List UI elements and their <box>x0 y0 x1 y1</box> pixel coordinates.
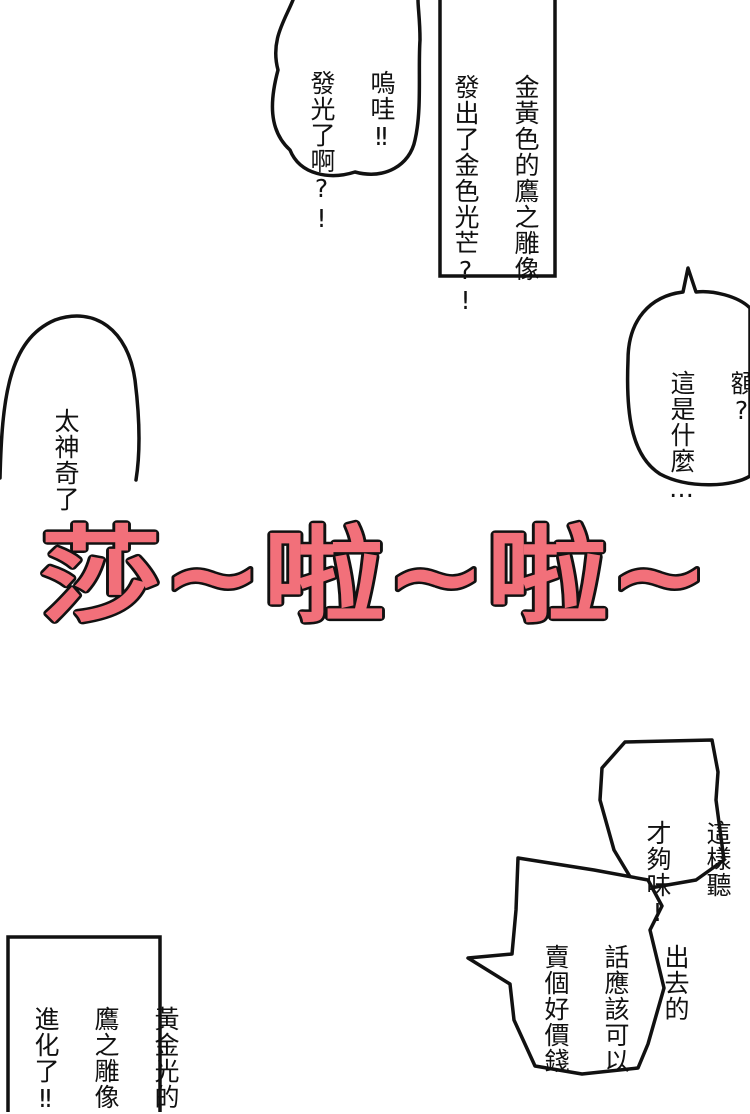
bubble-top-left-text: 嗚哇‼ 發光了啊?! <box>306 10 426 234</box>
caption-bottom-left-line-2: 鷹之雕像 <box>91 1006 120 1110</box>
bubble-bottom-right-b-line-3: 賣個好價錢 <box>541 944 570 1074</box>
bubble-bottom-right-b-text: 出去的 話應該可以 賣個好價錢 <box>540 884 720 1074</box>
caption-top-center-line-2: 發出了金色光芒?! <box>451 74 480 316</box>
bubble-top-left-line-2: 發光了啊?! <box>307 70 336 234</box>
bubble-bottom-right-b-line-1: 出去的 <box>661 944 690 1022</box>
caption-bottom-left-text: 黃金光的 鷹之雕像 進化了‼ <box>30 946 210 1114</box>
bubble-right-line-2: 這是什麼… <box>667 370 696 504</box>
caption-box-top-center <box>438 0 557 278</box>
bubble-bottom-right-a-line-1: 這樣聽 <box>703 820 732 898</box>
caption-box-bottom-left <box>6 935 162 1112</box>
caption-top-center-text: 金黃色的鷹之雕像 發出了金色光芒?! <box>450 14 570 316</box>
speech-bubble-left <box>0 314 141 482</box>
sound-effect-text: 莎~啦~啦~ <box>40 515 710 637</box>
bubble-left-text: 太神奇了 <box>50 348 110 512</box>
bubble-bottom-right-a-text: 這樣聽 才夠味! <box>642 760 750 928</box>
bubble-top-left-line-1: 嗚哇‼ <box>367 70 396 152</box>
bubble-right-text: 額? 這是什麼… <box>666 310 750 504</box>
bubble-left-line-1: 太神奇了 <box>51 408 80 512</box>
bubble-right-line-1: 額? <box>727 370 750 426</box>
caption-top-center-line-1: 金黃色的鷹之雕像 <box>511 74 540 282</box>
bubble-bottom-right-b-line-2: 話應該可以 <box>601 944 630 1074</box>
speech-bubble-bottom-right-a <box>598 738 726 890</box>
speech-bubble-bottom-right-b <box>466 856 666 1076</box>
speech-bubble-top-left <box>270 0 422 178</box>
bubble-bottom-right-a-line-2: 才夠味! <box>643 820 672 928</box>
caption-bottom-left-line-3: 進化了‼ <box>31 1006 60 1114</box>
speech-bubble-right <box>625 266 750 487</box>
caption-bottom-left-line-1: 黃金光的 <box>151 1006 180 1110</box>
